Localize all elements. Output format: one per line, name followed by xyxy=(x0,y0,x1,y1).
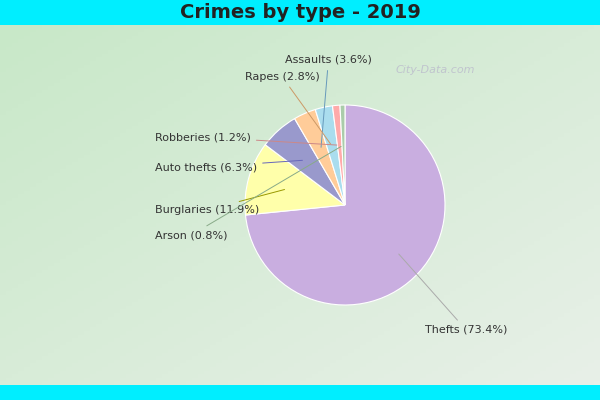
Text: City-Data.com: City-Data.com xyxy=(395,65,475,75)
Text: Auto thefts (6.3%): Auto thefts (6.3%) xyxy=(155,160,302,172)
Wedge shape xyxy=(340,105,345,205)
Text: Robberies (1.2%): Robberies (1.2%) xyxy=(155,132,337,145)
Text: Arson (0.8%): Arson (0.8%) xyxy=(155,146,341,240)
Wedge shape xyxy=(332,105,345,205)
Wedge shape xyxy=(265,119,345,205)
Text: Rapes (2.8%): Rapes (2.8%) xyxy=(245,72,331,144)
Text: Thefts (73.4%): Thefts (73.4%) xyxy=(399,254,508,335)
Text: Crimes by type - 2019: Crimes by type - 2019 xyxy=(179,3,421,22)
Wedge shape xyxy=(245,105,445,305)
Wedge shape xyxy=(295,110,345,205)
Wedge shape xyxy=(315,106,345,205)
Wedge shape xyxy=(245,145,345,215)
Text: Burglaries (11.9%): Burglaries (11.9%) xyxy=(155,190,284,215)
Text: Assaults (3.6%): Assaults (3.6%) xyxy=(285,55,372,147)
